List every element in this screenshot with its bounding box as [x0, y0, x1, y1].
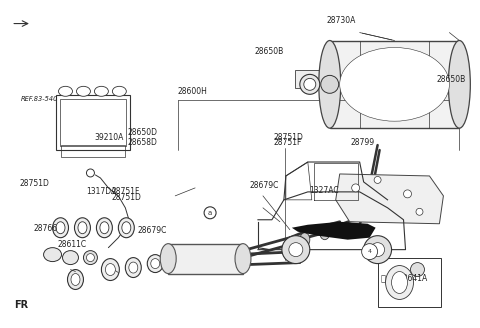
- Ellipse shape: [125, 257, 141, 277]
- Text: 28751F: 28751F: [112, 187, 140, 196]
- Ellipse shape: [410, 263, 424, 277]
- Ellipse shape: [304, 78, 316, 90]
- Text: 28730A: 28730A: [326, 16, 356, 25]
- Text: 28766: 28766: [33, 224, 58, 233]
- Ellipse shape: [147, 255, 163, 273]
- Ellipse shape: [59, 86, 72, 96]
- Ellipse shape: [404, 190, 411, 198]
- Ellipse shape: [95, 86, 108, 96]
- Ellipse shape: [106, 264, 115, 276]
- Ellipse shape: [78, 222, 87, 234]
- Ellipse shape: [204, 207, 216, 219]
- Ellipse shape: [71, 274, 80, 285]
- Bar: [378, 257, 442, 307]
- Ellipse shape: [119, 218, 134, 238]
- Ellipse shape: [84, 251, 97, 265]
- Ellipse shape: [101, 258, 120, 280]
- Ellipse shape: [282, 236, 310, 264]
- Ellipse shape: [96, 218, 112, 238]
- Bar: [330, 41, 459, 128]
- Text: 28751D: 28751D: [112, 193, 142, 202]
- Text: 28650D: 28650D: [128, 129, 157, 137]
- Ellipse shape: [86, 169, 95, 177]
- Ellipse shape: [151, 258, 160, 269]
- Ellipse shape: [364, 236, 392, 264]
- Text: 28611C: 28611C: [57, 239, 86, 249]
- Ellipse shape: [321, 75, 339, 93]
- Bar: [56, 95, 130, 150]
- Text: REF.83-540: REF.83-540: [21, 96, 58, 102]
- Ellipse shape: [68, 270, 84, 290]
- Ellipse shape: [300, 233, 310, 247]
- Ellipse shape: [86, 254, 95, 262]
- Ellipse shape: [300, 74, 320, 94]
- Text: 28751F: 28751F: [274, 138, 302, 147]
- Text: 28799: 28799: [350, 138, 374, 147]
- Ellipse shape: [319, 41, 341, 128]
- Ellipse shape: [52, 218, 69, 238]
- Ellipse shape: [76, 86, 90, 96]
- Text: 28679C: 28679C: [250, 181, 279, 190]
- Ellipse shape: [371, 243, 384, 256]
- Text: 1327AC: 1327AC: [310, 186, 339, 195]
- Ellipse shape: [374, 176, 381, 183]
- Bar: [168, 244, 243, 274]
- Text: 28650B: 28650B: [254, 47, 284, 56]
- Text: 28751D: 28751D: [274, 133, 303, 142]
- Ellipse shape: [448, 41, 470, 128]
- Bar: [295, 71, 325, 88]
- Bar: [60, 99, 126, 146]
- Ellipse shape: [122, 222, 131, 234]
- Text: a: a: [208, 210, 212, 216]
- Ellipse shape: [340, 48, 449, 121]
- Circle shape: [361, 244, 378, 259]
- Ellipse shape: [289, 243, 303, 256]
- Ellipse shape: [320, 226, 330, 240]
- Text: FR: FR: [14, 300, 28, 310]
- Text: 28650B: 28650B: [436, 74, 466, 84]
- Ellipse shape: [112, 86, 126, 96]
- Ellipse shape: [160, 244, 176, 274]
- Text: 28600H: 28600H: [178, 87, 208, 96]
- Text: 28641A: 28641A: [399, 275, 428, 283]
- Ellipse shape: [416, 208, 423, 215]
- Ellipse shape: [385, 266, 413, 299]
- Ellipse shape: [129, 262, 138, 273]
- Text: 28658D: 28658D: [128, 138, 157, 147]
- Ellipse shape: [235, 244, 251, 274]
- Text: ⓣ: ⓣ: [381, 275, 386, 283]
- Ellipse shape: [62, 251, 78, 265]
- Ellipse shape: [74, 218, 90, 238]
- Polygon shape: [336, 174, 444, 224]
- Bar: [60, 145, 125, 157]
- Ellipse shape: [100, 222, 109, 234]
- Ellipse shape: [352, 184, 360, 192]
- Ellipse shape: [56, 222, 65, 234]
- Text: 4: 4: [368, 249, 372, 254]
- Text: 28751D: 28751D: [20, 179, 50, 188]
- Ellipse shape: [392, 272, 408, 294]
- Text: 39210A: 39210A: [94, 133, 123, 142]
- Text: 1317DA: 1317DA: [86, 187, 116, 196]
- Ellipse shape: [44, 248, 61, 262]
- Text: 28679C: 28679C: [137, 226, 167, 236]
- Polygon shape: [292, 222, 376, 240]
